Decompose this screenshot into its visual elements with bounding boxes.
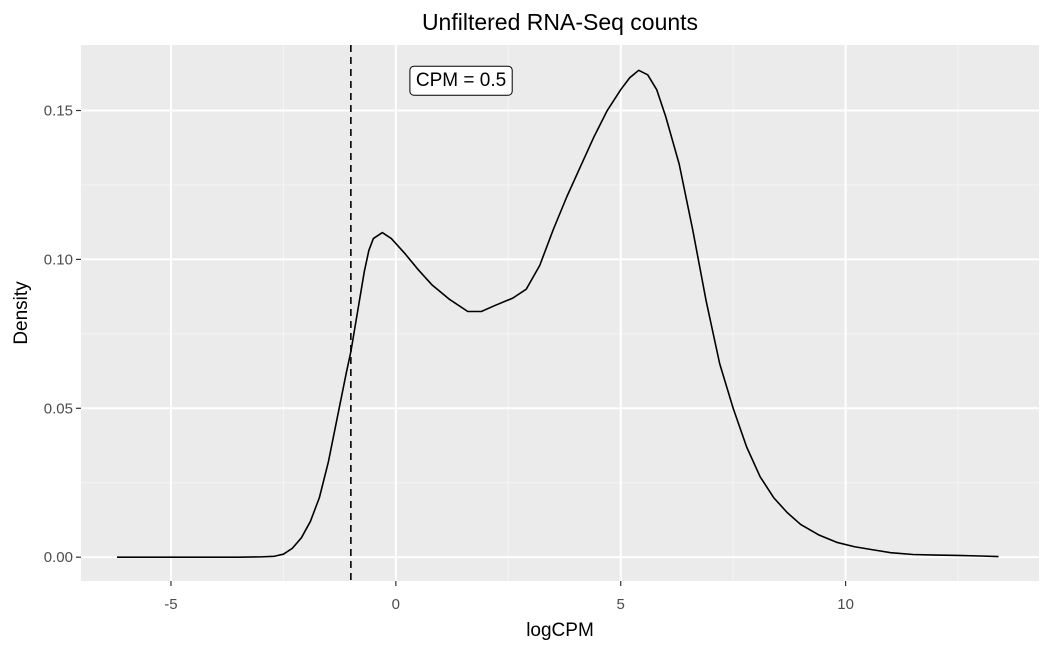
y-tick-label: 0.05 [44,400,73,417]
x-tick-label: -5 [164,596,177,613]
x-tick-label: 0 [392,596,400,613]
x-tick-label: 10 [837,596,854,613]
density-line [116,69,999,558]
y-axis-ticks [76,109,81,558]
y-axis-title: Density [11,281,32,345]
y-tick-label: 0.15 [44,103,73,120]
y-tick-label: 0.00 [44,549,73,566]
grid-minor [81,45,1039,581]
x-axis-title: logCPM [526,620,594,641]
annotation-box [409,65,513,96]
cpm-annotation: CPM = 0.5 [409,65,513,96]
annotation-label: CPM = 0.5 [416,70,506,91]
chart-title: Unfiltered RNA-Seq counts [422,9,698,35]
y-axis-tick-labels: 0.00 0.05 0.10 0.15 [44,103,73,567]
x-axis-ticks [170,581,847,586]
x-tick-label: 5 [617,596,625,613]
x-axis-tick-labels: -5 0 5 10 [164,596,854,613]
panel-background [81,45,1039,581]
y-tick-label: 0.10 [44,251,73,268]
